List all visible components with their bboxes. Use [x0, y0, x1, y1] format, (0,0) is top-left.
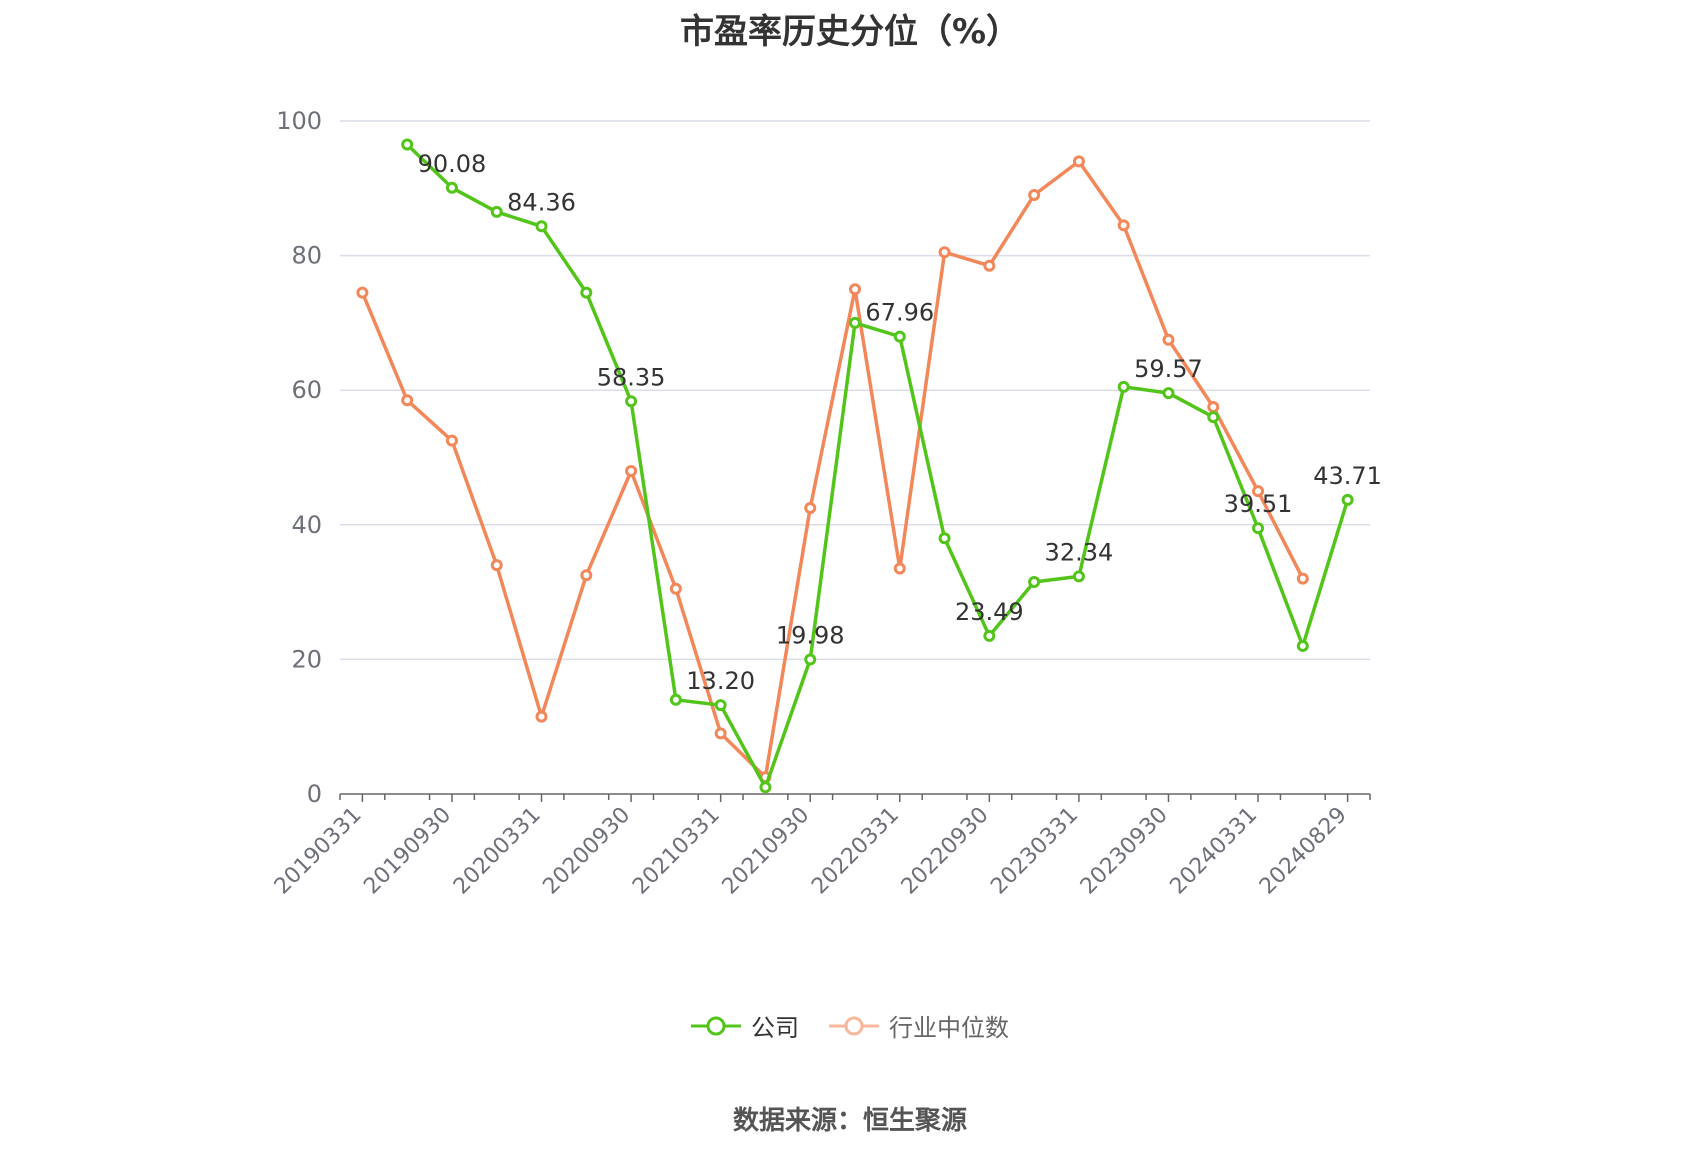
data-point: [1162, 333, 1175, 346]
y-tick-label: 100: [276, 107, 322, 135]
data-labels: 90.08 84.36 58.35 13.20 19.98 67.96 23.49 32.34…: [418, 150, 1382, 695]
data-point: [669, 582, 682, 595]
data-label: 58.35: [597, 363, 666, 391]
data-point: [1207, 401, 1220, 414]
data-point: [804, 653, 817, 666]
data-label: 90.08: [418, 150, 487, 178]
data-point: [1252, 522, 1265, 535]
data-point: [1207, 411, 1220, 424]
data-point: [580, 569, 593, 582]
legend-industry-icon: [829, 1016, 879, 1035]
data-label: 84.36: [507, 188, 576, 216]
series-industry: [356, 155, 1309, 784]
x-axis: 2019033120190930202003312020093020210331…: [270, 793, 1371, 900]
legend-company-label: 公司: [751, 1014, 799, 1042]
data-point: [445, 434, 458, 447]
x-tick-label: 20210930: [718, 803, 815, 900]
y-tick-label: 0: [307, 780, 322, 808]
y-tick-label: 80: [291, 242, 322, 270]
data-point: [580, 286, 593, 299]
legend-item-company[interactable]: 公司: [691, 1008, 799, 1043]
x-tick-label: 20190930: [359, 803, 456, 900]
data-point: [1341, 493, 1354, 506]
data-point: [1252, 485, 1265, 498]
data-point: [1028, 576, 1041, 589]
data-point: [625, 464, 638, 477]
x-tick-label: 20200930: [538, 803, 635, 900]
x-tick-label: 20210331: [628, 803, 725, 900]
y-tick-label: 20: [291, 645, 322, 673]
x-tick-label: 20220930: [897, 803, 994, 900]
legend: 公司 行业中位数: [0, 1008, 1700, 1043]
series-line: [405, 143, 1350, 790]
data-point: [759, 781, 772, 794]
data-point: [938, 532, 951, 545]
x-tick-label: 20190331: [270, 803, 367, 900]
data-point: [893, 330, 906, 343]
x-tick-label: 20240829: [1255, 803, 1352, 900]
data-point: [490, 559, 503, 572]
grid-lines: [340, 120, 1370, 661]
data-point: [625, 395, 638, 408]
data-point: [1296, 639, 1309, 652]
data-point: [938, 246, 951, 259]
data-point: [401, 394, 414, 407]
series-company: [401, 138, 1354, 794]
data-point: [1028, 189, 1041, 202]
data-point: [849, 283, 861, 296]
data-point: [983, 629, 996, 642]
legend-item-industry[interactable]: 行业中位数: [829, 1008, 1009, 1043]
data-point: [535, 220, 548, 233]
data-point: [714, 727, 727, 740]
data-point: [490, 205, 503, 218]
x-tick-label: 20200331: [449, 803, 546, 900]
data-point: [401, 138, 414, 151]
x-tick-label: 20230331: [986, 803, 1083, 900]
data-point: [1296, 572, 1309, 585]
data-label: 39.51: [1224, 490, 1293, 518]
data-point: [1072, 570, 1085, 583]
y-axis: 0 20 40 60 80 100: [276, 107, 322, 808]
data-point: [1162, 387, 1175, 400]
data-label: 67.96: [865, 299, 934, 327]
data-label: 13.20: [686, 667, 755, 695]
data-label: 32.34: [1045, 538, 1114, 566]
data-point: [1117, 380, 1130, 393]
data-label: 59.57: [1134, 355, 1203, 383]
y-tick-label: 40: [291, 511, 322, 539]
data-point: [893, 562, 906, 575]
y-tick-label: 60: [291, 376, 322, 404]
data-label: 43.71: [1313, 462, 1382, 490]
data-point: [1072, 155, 1085, 168]
legend-company-icon: [691, 1016, 741, 1035]
data-point: [669, 693, 682, 706]
x-tick-label: 20240331: [1165, 803, 1262, 900]
x-tick-label: 20220331: [807, 803, 904, 900]
x-tick-label: 20230930: [1076, 803, 1173, 900]
legend-industry-label: 行业中位数: [889, 1014, 1009, 1042]
series-line: [360, 159, 1305, 779]
data-label: 23.49: [955, 598, 1024, 626]
data-label: 19.98: [776, 622, 845, 650]
series-layer: [356, 138, 1354, 794]
data-point: [983, 259, 996, 272]
data-point: [535, 710, 548, 723]
data-point: [356, 286, 369, 299]
data-point: [849, 316, 861, 329]
chart-title: 市盈率历史分位（%）: [679, 12, 1021, 52]
data-point: [1117, 219, 1130, 232]
data-point: [445, 181, 458, 194]
data-point: [804, 501, 817, 514]
data-point: [714, 699, 727, 712]
source-note: 数据来源：恒生聚源: [732, 1106, 967, 1136]
